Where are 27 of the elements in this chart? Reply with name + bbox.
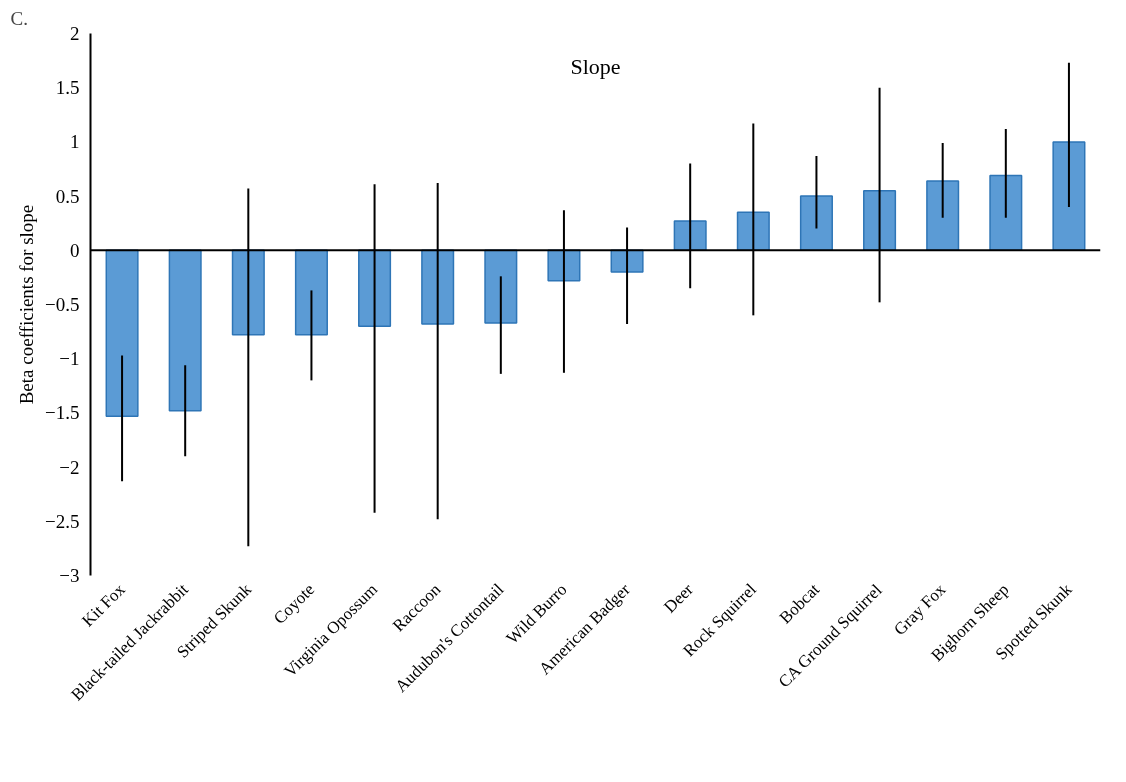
- text: C.: [10, 7, 28, 29]
- bar: [863, 189, 897, 252]
- bar: [231, 249, 265, 336]
- y-tick-label: −1: [59, 348, 80, 370]
- y-tick-label: 1.5: [55, 77, 80, 99]
- bar: [105, 249, 139, 417]
- bar: [799, 195, 833, 252]
- y-tick-label: 1: [70, 131, 80, 153]
- y-axis-title: Beta coefficients for slope: [16, 204, 38, 405]
- bar: [989, 174, 1023, 252]
- bar: [421, 249, 455, 325]
- bar: [1052, 141, 1086, 252]
- y-tick-label: 0.5: [55, 185, 80, 207]
- y-tick-label: −2.5: [45, 510, 80, 532]
- bar: [168, 249, 202, 412]
- text: Slope: [570, 53, 621, 79]
- bar: [294, 249, 328, 336]
- y-tick-label: 2: [70, 23, 80, 44]
- y-tick-label: 0: [70, 239, 80, 261]
- y-tick-label: −3: [59, 565, 80, 586]
- x-tick-label: Kit Fox: [78, 579, 130, 631]
- bar: [926, 180, 960, 252]
- bar: [358, 249, 392, 327]
- y-tick-label: −1.5: [45, 402, 80, 424]
- y-tick-label: −2: [59, 456, 80, 478]
- bar: [484, 249, 518, 324]
- y-tick-label: −0.5: [45, 294, 80, 315]
